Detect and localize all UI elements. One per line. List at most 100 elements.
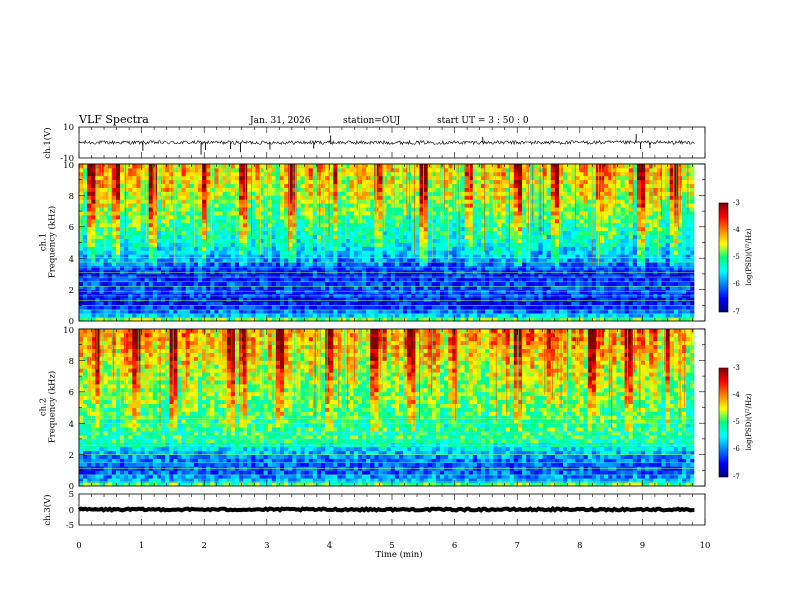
spectrogram-cell <box>136 207 141 212</box>
spectrogram-cell <box>218 203 223 208</box>
spectrogram-cell <box>325 218 330 224</box>
spectrogram-cell <box>206 199 211 204</box>
spectrogram-cell <box>374 317 379 322</box>
spectrogram-cell <box>370 277 375 283</box>
spectrogram-cell <box>444 309 449 314</box>
spectrogram-cell <box>505 289 511 294</box>
spectrogram-cell <box>378 309 383 314</box>
spectrogram-cell <box>87 199 92 204</box>
spectrogram-cell <box>501 305 507 310</box>
spectrogram-cell <box>304 250 310 255</box>
spectrogram-cell <box>312 230 318 236</box>
spectrogram-cell <box>304 277 310 283</box>
spectrogram-cell <box>378 215 383 220</box>
spectrogram-cell <box>83 226 88 232</box>
spectrogram-cell <box>202 242 207 247</box>
spectrogram-cell <box>394 167 400 173</box>
spectrogram-cell <box>530 301 535 306</box>
spectrogram-cell <box>275 164 281 169</box>
spectrogram-cell <box>460 246 466 251</box>
spectrogram-cell <box>419 203 424 208</box>
spectrogram-cell <box>173 226 178 232</box>
spectrogram-cell <box>542 246 548 251</box>
spectrogram-cell <box>156 195 162 200</box>
spectrogram-cell <box>550 285 556 291</box>
spectrogram-cell <box>366 234 371 239</box>
spectrogram-cell <box>132 289 137 294</box>
spectrogram-cell <box>173 234 178 239</box>
spectrogram-cell <box>234 183 240 188</box>
spectrogram-cell <box>259 230 265 236</box>
spectrogram-cell <box>124 179 129 185</box>
spectrogram-cell <box>120 230 125 236</box>
spectrogram-cell <box>107 203 113 208</box>
spectrogram-cell <box>362 305 367 310</box>
spectrogram-cell <box>366 207 371 212</box>
spectrogram-cell <box>517 167 523 173</box>
spectrogram-cell <box>415 215 420 220</box>
spectrogram-cell <box>345 234 351 239</box>
spectrogram-cell <box>386 313 392 318</box>
spectrogram-cell <box>571 211 576 216</box>
spectrogram-cell <box>238 191 244 196</box>
spectrogram-cell <box>481 211 486 216</box>
spectrogram-cell <box>321 289 326 294</box>
spectrogram-cell <box>337 309 342 314</box>
spectrogram-cell <box>485 175 490 181</box>
spectrogram-cell <box>230 246 236 251</box>
spectrogram-cell <box>550 246 556 251</box>
spectrogram-cell <box>95 301 100 306</box>
spectrogram-cell <box>431 207 437 212</box>
spectrogram-cell <box>316 297 322 302</box>
spectrogram-cell <box>140 183 146 188</box>
spectrogram-cell <box>464 266 470 271</box>
spectrogram-cell <box>431 215 437 220</box>
start-ut-label: start UT = 3 : 50 : 0 <box>437 116 529 126</box>
spectrogram-cell <box>152 254 158 259</box>
spectrogram-cell <box>464 258 470 263</box>
spectrogram-cell <box>485 215 490 220</box>
spectrogram-cell <box>230 273 236 279</box>
spectrogram-cell <box>202 218 207 224</box>
spectrogram-cell <box>419 175 424 181</box>
spectrogram-cell <box>316 183 322 188</box>
spectrogram-cell <box>271 164 277 169</box>
spectrogram-cell <box>415 277 420 283</box>
spectrogram-cell <box>353 179 359 185</box>
spectrogram-cell <box>255 266 260 271</box>
spectrogram-cell <box>132 167 137 173</box>
spectrogram-cell <box>304 317 310 322</box>
spectrogram-cell <box>214 254 219 259</box>
spectrogram-cell <box>193 199 199 204</box>
spectrogram-cell <box>435 222 441 228</box>
spectrogram-cell <box>189 183 195 188</box>
spectrogram-cell <box>386 250 392 255</box>
spectrogram-cell <box>316 305 322 310</box>
spectrogram-cell <box>456 262 461 267</box>
spectrogram-cell <box>263 301 269 306</box>
spectrogram-cell <box>152 281 158 287</box>
spectrogram-cell <box>497 218 502 224</box>
spectrogram-cell <box>357 171 363 177</box>
spectrogram-cell <box>403 289 408 294</box>
spectrogram-cell <box>534 250 539 255</box>
spectrogram-cell <box>517 215 523 220</box>
spectrogram-cell <box>292 309 297 314</box>
spectrogram-cell <box>91 199 96 204</box>
spectrogram-cell <box>247 164 252 169</box>
spectrogram-cell <box>394 230 400 236</box>
spectrogram-cell <box>312 246 318 251</box>
spectrogram-cell <box>526 242 531 247</box>
spectrogram-cell <box>132 175 137 181</box>
spectrogram-cell <box>452 277 457 283</box>
spectrogram-cell <box>120 250 125 255</box>
spectrogram-cell <box>353 222 359 228</box>
spectrogram-cell <box>403 301 408 306</box>
spectrogram-cell <box>386 297 392 302</box>
spectrogram-cell <box>448 187 453 192</box>
spectrogram-cell <box>275 246 281 251</box>
spectrogram-cell <box>300 238 306 243</box>
spectrogram-cell <box>284 313 289 318</box>
spectrogram-cell <box>152 203 158 208</box>
spectrogram-cell <box>329 246 334 251</box>
